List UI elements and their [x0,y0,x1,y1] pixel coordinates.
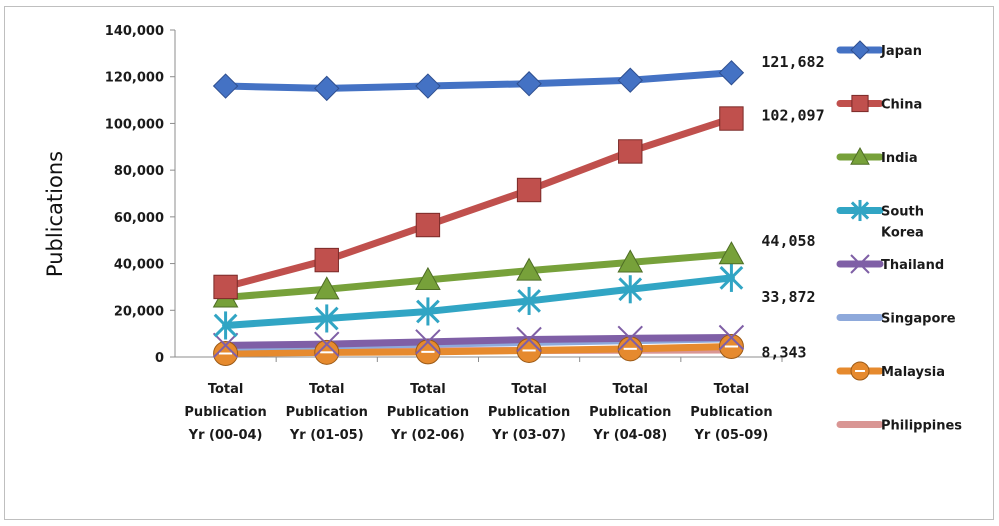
data-point-thailand [718,324,745,351]
x-category-labels: Total Publication Yr (00-04) Total Publicati… [184,382,772,443]
data-point-south-korea [213,311,238,340]
legend: Japan China India South Korea Thailand Singapo… [836,40,962,434]
x-category-label: Total Publication Yr (01-05) [286,382,368,443]
axes [170,29,783,362]
end-label-thailand: 8,343 [761,344,806,362]
y-tick-label: 120,000 [105,71,164,86]
data-point-india [617,249,644,273]
series-line-japan [222,69,735,92]
data-point-china [415,212,441,238]
y-tick-label: 100,000 [105,117,164,132]
data-point-japan [314,75,340,102]
data-point-india [313,276,340,300]
legend-marker-swatch [850,254,870,274]
legend-item-china: China [836,94,922,113]
data-point-thailand [314,331,340,357]
data-point-japan [415,73,441,99]
legend-marker-swatch [850,199,870,222]
legend-label: India [881,151,918,166]
legend-item-malaysia: Malaysia [836,361,945,381]
data-point-south-korea [416,297,440,326]
x-category-label: Total Publication Yr (05-09) [690,382,772,443]
end-label-china: 102,097 [761,107,824,125]
end-label-india: 44,058 [761,232,815,250]
end-label-japan: 121,682 [761,53,824,71]
legend-item-japan: Japan [836,40,922,60]
legend-item-south-korea: South Korea [836,199,924,241]
end-value-labels: 121,682 102,097 44,058 33,872 8,343 [761,53,824,362]
y-axis-label: Publications [43,151,67,277]
y-tick-label: 60,000 [114,211,164,226]
series-line-china [222,115,735,291]
y-tick-label: 80,000 [114,164,164,179]
data-point-india [718,241,745,265]
series-line-malaysia [222,342,735,357]
legend-label: Singapore [881,312,956,327]
data-point-japan [212,73,239,99]
data-point-india [516,257,542,281]
legend-label: Japan [880,44,922,59]
y-tick-label: 140,000 [105,24,164,39]
data-point-japan [617,67,643,93]
x-category-label: Total Publication Yr (03-07) [488,382,570,443]
legend-label: China [881,98,922,113]
legend-marker-swatch [850,40,870,60]
y-tick-labels: 0 20,000 40,000 60,000 80,000 100,000 120,000 1… [105,24,164,366]
legend-label: Philippines [881,419,962,434]
legend-marker-swatch [851,94,869,113]
legend-label: Malaysia [881,365,945,380]
legend-label: South Korea [881,205,924,241]
x-category-label: Total Publication Yr (02-06) [387,382,469,443]
data-point-china [213,274,238,300]
series-line-india [222,250,735,301]
data-point-china [314,247,339,273]
x-category-label: Total Publication Yr (04-08) [589,382,671,443]
data-point-thailand [617,325,643,352]
data-point-japan [516,71,542,97]
y-tick-label: 40,000 [114,258,164,273]
series-lines [222,69,735,357]
legend-item-india: India [836,146,918,166]
legend-item-thailand: Thailand [836,254,944,274]
legend-label: Thailand [881,258,944,273]
y-tick-label: 0 [155,351,164,366]
data-point-china [618,139,643,164]
legend-item-philippines: Philippines [836,419,962,434]
y-tick-label: 20,000 [114,304,164,319]
data-point-south-korea [618,275,643,304]
data-point-china [719,106,744,131]
data-point-china [516,177,542,203]
data-point-south-korea [719,263,744,292]
data-point-india [415,266,441,291]
legend-item-singapore: Singapore [836,312,956,327]
series-markers [212,60,745,366]
data-point-south-korea [517,286,541,315]
data-point-thailand [415,329,441,355]
series-line-south-korea [222,274,735,329]
series-line-thailand [222,334,735,349]
legend-marker-swatch [850,146,870,165]
data-point-south-korea [314,304,339,333]
data-point-japan [718,60,745,86]
x-category-label: Total Publication Yr (00-04) [184,382,266,443]
end-label-south-korea: 33,872 [761,288,815,306]
data-point-thailand [516,326,542,353]
data-point-thailand [212,332,239,359]
chart-frame [4,6,994,520]
